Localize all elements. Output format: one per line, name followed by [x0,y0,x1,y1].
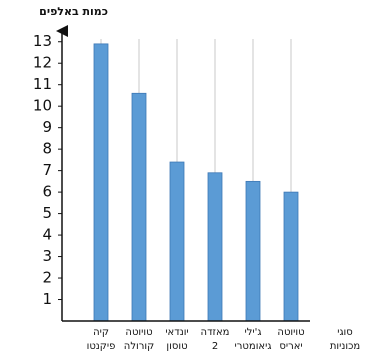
x-tick-label: קורולה [124,341,154,351]
y-tick-label: 7 [42,161,52,179]
y-tick-label: 5 [42,204,52,222]
x-axis-title: סוגי [337,327,353,338]
y-tick-label: 4 [42,226,52,244]
x-tick-label: טוסון [166,341,187,351]
x-tick-label: פיקנטו [87,341,116,351]
y-tick-label: 12 [33,54,52,72]
bar [169,161,185,322]
y-tick-label: 8 [42,140,52,158]
y-tick-label: 11 [33,75,52,93]
bar [207,172,223,322]
x-tick-label: יאריס [279,341,302,351]
bar [131,92,147,322]
x-axis-title: מכוניות [330,341,360,351]
bar [93,43,109,322]
bar [283,191,299,322]
x-tick-label: טויוטה [125,327,152,338]
y-axis-title: כמות באלפים [39,5,108,18]
y-tick-label: 6 [42,183,52,201]
x-tick-label: 2 [212,341,218,351]
y-tick-label: 9 [42,118,52,136]
y-tick-label: 1 [42,290,52,308]
y-tick-label: 3 [42,247,52,265]
y-tick-label: 2 [42,269,52,287]
x-tick-label: טויוטה [277,327,304,338]
x-tick-label: יונדאי [165,327,188,338]
x-tick-label: קיה [93,327,109,338]
x-tick-label: ג'ילי [244,327,261,338]
x-tick-label: גיאומטרי [235,341,272,351]
y-tick-label: 13 [33,32,52,50]
bar [245,180,261,322]
y-tick-label: 10 [33,97,52,115]
x-tick-label: מאזדה [201,327,230,338]
